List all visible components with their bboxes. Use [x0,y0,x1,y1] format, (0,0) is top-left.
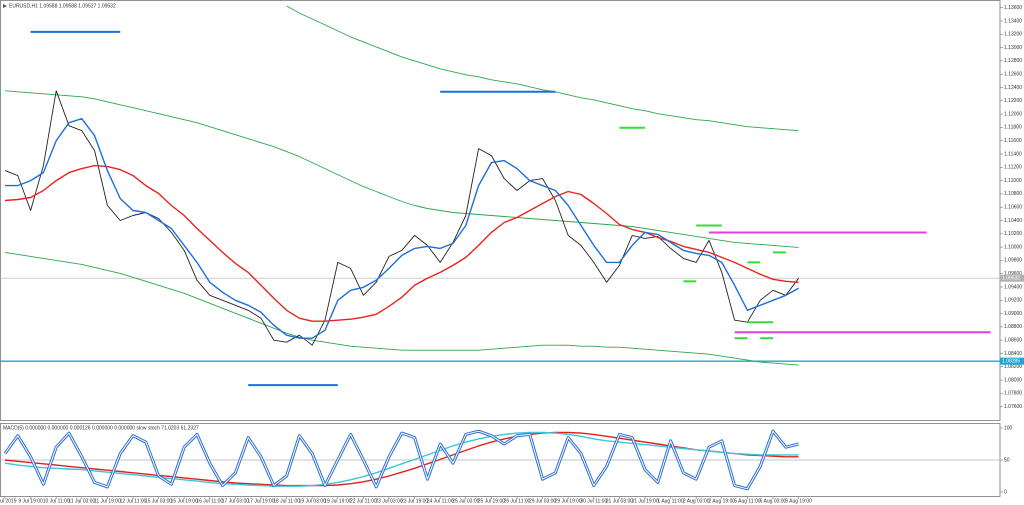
y-tick-label: 1.11800 [1004,125,1022,131]
y-tick-label: 1.11600 [1004,138,1022,144]
symbol-icon [3,4,7,8]
x-tick-label: 31 Jul 03:00 [606,498,633,504]
plot-layer: 1.07600 1.07800 1.08000 1.08200 1.08400 1.086… [0,5,1024,504]
y-tick-label: 1.10200 [1004,231,1022,237]
y-tick-label: 1.10800 [1004,191,1022,197]
x-tick-label: 26 Jul 11:00 [504,498,531,504]
x-tick-label: 22 Jul 11:00 [350,498,377,504]
x-tick-label: 9 Jul 2019 [0,498,17,504]
y-tick-label: 50 [1004,457,1010,463]
x-tick-label: 15 Jul 03:00 [145,498,172,504]
oscillator-header: MACD(5) 0.000000 0.000000 0.000126 0.000… [3,425,199,431]
x-tick-label: 16 Jul 11:00 [196,498,223,504]
x-tick-label: 10 Jul 11:00 [43,498,70,504]
x-tick-label: 25 Jul 19:00 [478,498,505,504]
price-label: 1.09532 [1002,276,1020,282]
y-tick-label: 100 [1004,425,1013,431]
x-tick-label: 6 Aug 19:00 [785,498,812,504]
y-tick-label: 1.09200 [1004,298,1022,304]
y-tick-label: 1.13200 [1004,32,1022,38]
x-tick-label: 11 Jul 03:00 [68,498,95,504]
y-tick-label: 1.08600 [1004,338,1022,344]
y-tick-label: 0 [1004,489,1007,495]
y-tick-label: 1.09800 [1004,258,1022,264]
series-line [4,251,799,366]
y-tick-label: 1.11000 [1004,178,1022,184]
x-tick-label: 29 Jul 03:00 [529,498,556,504]
x-tick-label: 31 Jul 19:00 [631,498,658,504]
x-tick-label: 29 Jul 19:00 [555,498,582,504]
main-panel-frame [0,0,1001,421]
y-tick-label: 1.08800 [1004,324,1022,330]
x-tick-label: 19 Jul 03:00 [299,498,326,504]
y-tick-label: 1.13600 [1004,5,1022,11]
x-tick-label: 23 Jul 03:00 [375,498,402,504]
y-tick-label: 1.08200 [1004,364,1022,370]
price-label-box [1000,274,1024,282]
series-line [4,431,799,487]
y-tick-label: 1.12600 [1004,71,1022,77]
y-tick-label: 1.07800 [1004,391,1022,397]
x-tick-label: 19 Jul 19:00 [324,498,351,504]
y-tick-label: 1.11200 [1004,165,1022,171]
y-tick-label: 1.08400 [1004,351,1022,357]
x-tick-label: 5 Aug 11:00 [734,498,761,504]
y-tick-label: 1.13400 [1004,18,1022,24]
y-tick-label: 1.10000 [1004,244,1022,250]
y-tick-label: 1.12400 [1004,85,1022,91]
x-tick-label: 11 Jul 19:00 [94,498,121,504]
x-tick-label: 9 Jul 19:00 [18,498,43,504]
series-line [286,5,799,132]
price-label-box [1000,357,1024,365]
y-tick-label: 1.09000 [1004,311,1022,317]
y-tick-label: 1.10600 [1004,205,1022,211]
y-tick-label: 1.07600 [1004,404,1022,410]
price-label: 1.08285 [1002,358,1020,364]
x-tick-label: 15 Jul 19:00 [171,498,198,504]
x-tick-label: 30 Jul 11:00 [580,498,607,504]
series-line [4,90,799,346]
y-tick-label: 1.12200 [1004,98,1022,104]
x-tick-label: 12 Jul 11:00 [120,498,147,504]
y-tick-label: 1.11400 [1004,151,1022,157]
x-tick-label: 23 Jul 19:00 [401,498,428,504]
oscillator-line-inner [4,430,799,490]
x-tick-label: 2 Aug 03:00 [683,498,710,504]
x-tick-label: 18 Jul 11:00 [273,498,300,504]
x-tick-label: 17 Jul 03:00 [222,498,249,504]
series-line [4,90,799,248]
x-tick-label: 24 Jul 11:00 [427,498,454,504]
y-tick-label: 1.09400 [1004,284,1022,290]
x-tick-label: 1 Aug 11:00 [657,498,684,504]
y-tick-label: 1.09600 [1004,271,1022,277]
x-tick-label: 6 Aug 03:00 [760,498,787,504]
x-tick-label: 2 Aug 19:00 [708,498,735,504]
y-tick-label: 1.12000 [1004,111,1022,117]
series-line [4,431,799,487]
main-header: EURUSD,H1 1.09588 1.09588 1.09527 1.0953… [9,3,116,9]
y-tick-label: 1.12800 [1004,58,1022,64]
x-tick-label: 25 Jul 03:00 [452,498,479,504]
series-line [5,118,799,339]
y-tick-label: 1.08000 [1004,377,1022,383]
y-tick-label: 1.13000 [1004,45,1022,51]
y-tick-label: 1.10400 [1004,218,1022,224]
x-tick-label: 17 Jul 19:00 [247,498,274,504]
